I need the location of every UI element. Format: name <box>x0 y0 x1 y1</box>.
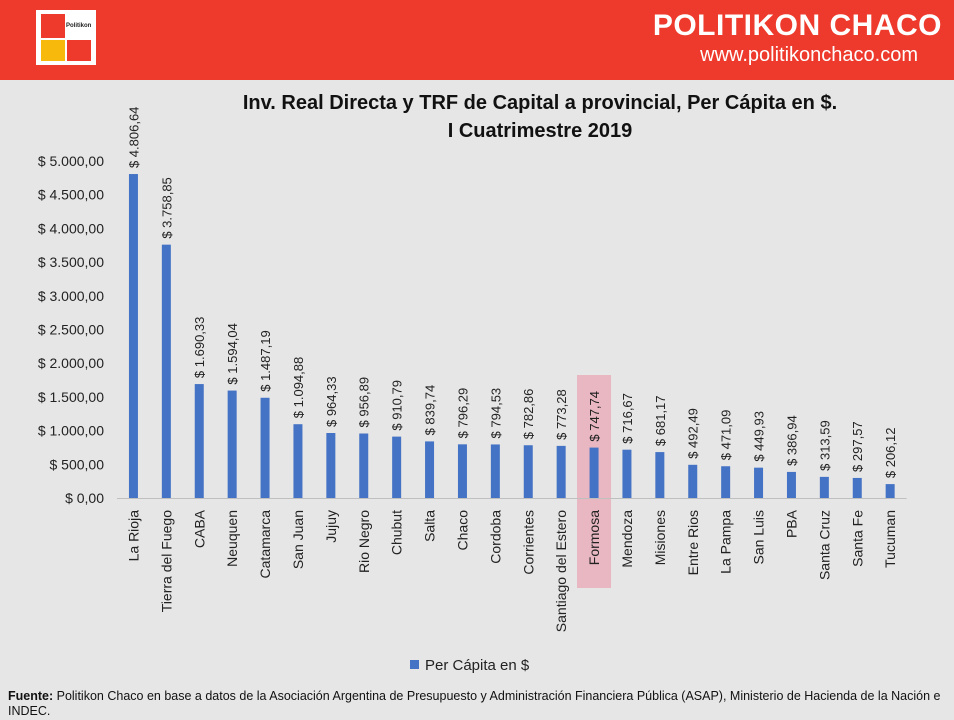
politikon-logo: Politikon <box>36 10 96 65</box>
data-label: $ 794,53 <box>488 388 503 439</box>
legend-swatch <box>410 660 419 669</box>
data-label: $ 1.094,88 <box>291 357 306 418</box>
bar <box>293 424 303 498</box>
brand-url: www.politikonchaco.com <box>700 44 918 66</box>
bar <box>392 436 402 498</box>
footer-text: Politikon Chaco en base a datos de la As… <box>8 689 941 718</box>
bar <box>885 484 895 498</box>
logo-text: Politikon <box>66 23 92 29</box>
data-label: $ 964,33 <box>324 376 339 427</box>
data-label: $ 782,86 <box>521 389 536 440</box>
x-tick-label: Santa Cruz <box>816 510 832 580</box>
x-tick-label: Chubut <box>389 510 405 555</box>
bar <box>556 445 566 498</box>
bar <box>589 447 599 498</box>
bar <box>622 449 632 498</box>
brand-title: POLITIKON CHACO <box>652 9 942 42</box>
x-tick-label: Formosa <box>586 510 602 565</box>
data-label: $ 471,09 <box>719 410 734 461</box>
y-tick-label: $ 4.000,00 <box>38 220 104 236</box>
chart-title: Inv. Real Directa y TRF de Capital a pro… <box>140 89 940 145</box>
footer-label: Fuente: <box>8 689 54 703</box>
x-tick-label: Tucuman <box>882 510 898 568</box>
data-label: $ 956,89 <box>357 377 372 428</box>
data-label: $ 386,94 <box>784 415 799 466</box>
bar <box>490 444 500 498</box>
x-tick-label: San Juan <box>290 510 306 569</box>
x-tick-label: Santa Fe <box>849 510 865 567</box>
data-label: $ 1.690,33 <box>192 317 207 378</box>
y-tick-label: $ 3.500,00 <box>38 254 104 270</box>
data-label: $ 297,57 <box>850 421 865 472</box>
chart-legend: Per Cápita en $ <box>410 657 529 674</box>
bar <box>754 467 764 498</box>
bar <box>260 397 270 498</box>
bar <box>326 433 336 498</box>
bar <box>161 244 171 498</box>
data-label: $ 492,49 <box>686 408 701 459</box>
data-label: $ 910,79 <box>390 380 405 431</box>
bar <box>721 466 731 498</box>
data-label: $ 747,74 <box>587 391 602 442</box>
x-tick-label: Catamarca <box>257 510 273 579</box>
data-label: $ 796,29 <box>455 388 470 439</box>
x-tick-label: La Rioja <box>125 510 141 562</box>
legend-label: Per Cápita en $ <box>425 657 530 674</box>
data-label: $ 3.758,85 <box>159 177 174 238</box>
x-tick-label: San Luis <box>751 510 767 564</box>
source-footer: Fuente: Politikon Chaco en base a datos … <box>8 689 948 719</box>
y-tick-label: $ 0,00 <box>65 490 104 506</box>
y-tick-label: $ 2.000,00 <box>38 355 104 371</box>
x-tick-label: Rio Negro <box>356 510 372 573</box>
x-tick-label: Jujuy <box>323 510 339 543</box>
data-label: $ 449,93 <box>752 411 767 462</box>
bar <box>688 464 698 498</box>
y-tick-label: $ 2.500,00 <box>38 322 104 338</box>
data-label: $ 4.806,64 <box>126 107 141 168</box>
x-tick-label: Tierra del Fuego <box>158 510 174 612</box>
bar <box>425 441 435 498</box>
x-tick-label: Salta <box>422 510 438 542</box>
x-tick-label: Corrientes <box>520 510 536 575</box>
bar <box>786 471 796 498</box>
y-tick-label: $ 4.500,00 <box>38 187 104 203</box>
y-tick-label: $ 1.500,00 <box>38 389 104 405</box>
x-tick-label: Mendoza <box>619 510 635 568</box>
bar <box>227 390 237 498</box>
y-tick-label: $ 5.000,00 <box>38 153 104 169</box>
chart-title-line1: Inv. Real Directa y TRF de Capital a pro… <box>242 92 838 114</box>
bar <box>457 444 467 498</box>
x-tick-label: PBA <box>783 509 799 538</box>
data-label: $ 1.487,19 <box>258 330 273 391</box>
bar <box>819 476 829 498</box>
data-label: $ 681,17 <box>653 395 668 446</box>
x-tick-label: CABA <box>191 509 207 548</box>
chart-title-line2: I Cuatrimestre 2019 <box>447 120 633 142</box>
x-tick-label: Chaco <box>454 510 470 551</box>
data-label: $ 839,74 <box>423 385 438 436</box>
data-label: $ 773,28 <box>554 389 569 440</box>
y-tick-label: $ 3.000,00 <box>38 288 104 304</box>
bar <box>194 384 204 498</box>
bar <box>655 452 665 498</box>
x-tick-label: Neuquen <box>224 510 240 567</box>
header-banner: Politikon POLITIKON CHACO www.politikonc… <box>0 0 954 80</box>
data-label: $ 313,59 <box>817 420 832 471</box>
y-tick-label: $ 500,00 <box>50 456 105 472</box>
data-label: $ 716,67 <box>620 393 635 444</box>
data-label: $ 1.594,04 <box>225 323 240 384</box>
x-tick-label: Entre Rios <box>685 510 701 575</box>
x-tick-label: Santiago del Estero <box>553 510 569 632</box>
data-label: $ 206,12 <box>883 427 898 478</box>
x-tick-label: Cordoba <box>487 510 503 564</box>
bar <box>852 477 862 498</box>
bar <box>359 433 369 498</box>
x-tick-label: Misiones <box>652 510 668 565</box>
bar <box>523 445 533 498</box>
bar <box>128 174 138 498</box>
x-tick-label: La Pampa <box>718 510 734 574</box>
y-tick-label: $ 1.000,00 <box>38 423 104 439</box>
